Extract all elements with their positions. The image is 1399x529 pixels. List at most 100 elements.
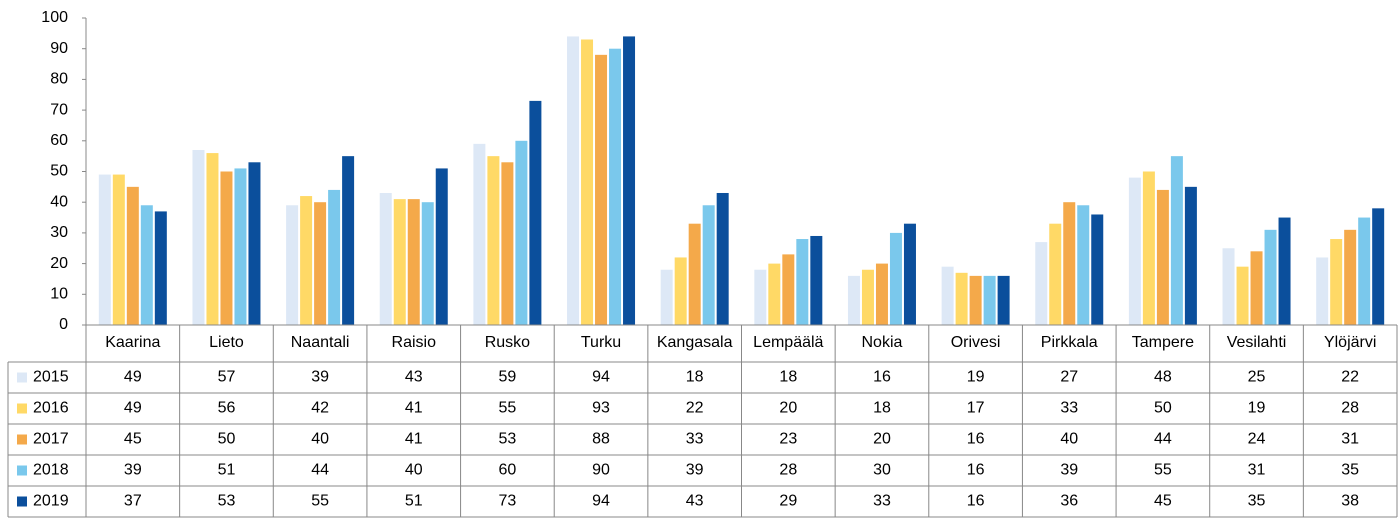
- table-cell: 30: [873, 462, 891, 479]
- x-tick-label: Turku: [581, 334, 621, 351]
- legend-label: 2019: [33, 493, 69, 510]
- table-cell: 43: [405, 369, 423, 386]
- bar: [754, 269, 767, 325]
- table-cell: 45: [124, 431, 142, 448]
- legend-key: [17, 496, 27, 507]
- y-tick-label: 10: [50, 286, 68, 303]
- bar: [435, 168, 448, 325]
- y-tick-label: 100: [41, 9, 68, 26]
- bar: [702, 205, 715, 325]
- table-cell: 51: [405, 493, 423, 510]
- table-cell: 40: [405, 462, 423, 479]
- table-cell: 57: [218, 369, 236, 386]
- table-cell: 22: [686, 400, 704, 417]
- table-cell: 16: [967, 493, 985, 510]
- bar: [997, 275, 1010, 325]
- table-cell: 42: [311, 400, 329, 417]
- bar: [955, 272, 968, 325]
- bar: [983, 275, 996, 325]
- bar: [810, 235, 823, 325]
- bar: [1222, 248, 1235, 325]
- x-tick-label: Orivesi: [951, 334, 1001, 351]
- bar: [112, 174, 125, 325]
- table-cell: 55: [1154, 462, 1172, 479]
- table-cell: 35: [1341, 462, 1359, 479]
- table-cell: 49: [124, 400, 142, 417]
- table-cell: 43: [686, 493, 704, 510]
- bar: [674, 257, 687, 325]
- bar: [903, 223, 916, 325]
- x-tick-label: Lieto: [209, 334, 244, 351]
- table-cell: 25: [1248, 369, 1266, 386]
- bar: [1358, 217, 1371, 325]
- bar: [889, 232, 902, 325]
- y-tick-label: 90: [50, 40, 68, 57]
- x-tick-label: Ylöjärvi: [1324, 334, 1376, 351]
- legend-key: [17, 465, 27, 476]
- table-cell: 53: [218, 493, 236, 510]
- bar: [1278, 217, 1291, 325]
- table-cell: 28: [779, 462, 797, 479]
- table-cell: 19: [1248, 400, 1266, 417]
- bar: [234, 168, 247, 325]
- table-cell: 28: [1341, 400, 1359, 417]
- bar: [1049, 223, 1062, 325]
- y-tick-label: 20: [50, 255, 68, 272]
- bar: [623, 36, 636, 326]
- table-cell: 20: [873, 431, 891, 448]
- table-cell: 73: [498, 493, 516, 510]
- bar: [1156, 189, 1169, 325]
- bar: [1344, 229, 1357, 325]
- table-cell: 44: [311, 462, 329, 479]
- table-cell: 56: [218, 400, 236, 417]
- x-tick-label: Kaarina: [105, 334, 160, 351]
- bar: [1077, 205, 1090, 325]
- bar: [1236, 266, 1249, 325]
- bar: [796, 239, 809, 325]
- table-cell: 19: [967, 369, 985, 386]
- bar: [248, 162, 261, 325]
- bar: [515, 140, 528, 325]
- bar: [393, 199, 406, 325]
- table-cell: 94: [592, 369, 610, 386]
- bar: [1142, 171, 1155, 325]
- table-cell: 33: [1060, 400, 1078, 417]
- legend-label: 2017: [33, 431, 69, 448]
- bar: [875, 263, 888, 325]
- table-cell: 29: [779, 493, 797, 510]
- bar: [98, 174, 111, 325]
- table-cell: 50: [1154, 400, 1172, 417]
- table-cell: 16: [967, 462, 985, 479]
- bar: [379, 192, 392, 325]
- bar: [782, 254, 795, 325]
- bar: [1250, 251, 1263, 325]
- y-tick-label: 70: [50, 101, 68, 118]
- table-cell: 18: [686, 369, 704, 386]
- bar: [1330, 239, 1343, 325]
- table-cell: 16: [967, 431, 985, 448]
- y-tick-label: 0: [59, 316, 68, 333]
- table-cell: 22: [1341, 369, 1359, 386]
- table-cell: 16: [873, 369, 891, 386]
- table-cell: 31: [1341, 431, 1359, 448]
- table-cell: 51: [218, 462, 236, 479]
- table-cell: 59: [498, 369, 516, 386]
- x-tick-label: Vesilahti: [1227, 334, 1287, 351]
- table-cell: 27: [1060, 369, 1078, 386]
- legend-label: 2015: [33, 369, 69, 386]
- table-cell: 45: [1154, 493, 1172, 510]
- table-cell: 50: [218, 431, 236, 448]
- bar: [716, 192, 729, 325]
- bar: [1091, 214, 1104, 325]
- x-tick-label: Lempäälä: [753, 334, 823, 351]
- bar: [1170, 156, 1183, 325]
- y-tick-label: 40: [50, 193, 68, 210]
- table-cell: 94: [592, 493, 610, 510]
- table-cell: 41: [405, 431, 423, 448]
- bar: [1184, 186, 1197, 325]
- y-tick-label: 30: [50, 224, 68, 241]
- table-cell: 88: [592, 431, 610, 448]
- bar: [286, 205, 299, 325]
- bar: [126, 186, 139, 325]
